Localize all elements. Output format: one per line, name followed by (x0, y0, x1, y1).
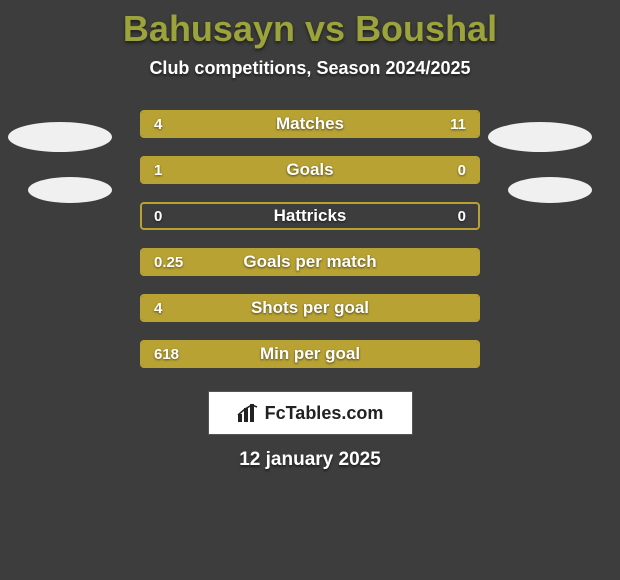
stat-value-right: 0 (446, 204, 478, 228)
bars-icon (237, 404, 259, 422)
stat-row: Goals10 (0, 147, 620, 193)
stat-bar-right-fill (233, 112, 478, 136)
player-right-name: Boushal (355, 8, 497, 49)
stat-row: Hattricks0 0 (0, 193, 620, 239)
stat-row: Goals per match0.25 (0, 239, 620, 285)
stat-bar-track: Matches411 (140, 110, 480, 138)
stat-label: Hattricks (142, 204, 478, 228)
stat-rows: Matches411 Goals10 Hattricks0 0 Goals per ma… (0, 101, 620, 377)
stat-bar-left-fill (142, 112, 233, 136)
stat-bar-left-fill (142, 296, 478, 320)
stat-row: Matches411 (0, 101, 620, 147)
stat-bar-left-fill (142, 250, 478, 274)
stat-bar-track: Goals10 (140, 156, 480, 184)
date-text: 12 january 2025 (0, 449, 620, 471)
stat-value-left: 0 (142, 204, 174, 228)
stat-bar-left-fill (142, 342, 478, 366)
branding-badge: FcTables.com (208, 391, 413, 435)
stat-bar-track: Shots per goal4 (140, 294, 480, 322)
stat-bar-track: Goals per match0.25 (140, 248, 480, 276)
vs-text: vs (305, 8, 345, 49)
branding-text: FcTables.com (265, 403, 384, 424)
subtitle: Club competitions, Season 2024/2025 (0, 58, 620, 79)
comparison-title: Bahusayn vs Boushal (0, 0, 620, 50)
stat-bar-track: Hattricks0 0 (140, 202, 480, 230)
stat-bar-track: Min per goal618 (140, 340, 480, 368)
player-left-name: Bahusayn (123, 8, 295, 49)
stat-bar-left-fill (142, 158, 404, 182)
stat-row: Shots per goal4 (0, 285, 620, 331)
stat-row: Min per goal618 (0, 331, 620, 377)
stat-bar-right-fill (404, 158, 478, 182)
